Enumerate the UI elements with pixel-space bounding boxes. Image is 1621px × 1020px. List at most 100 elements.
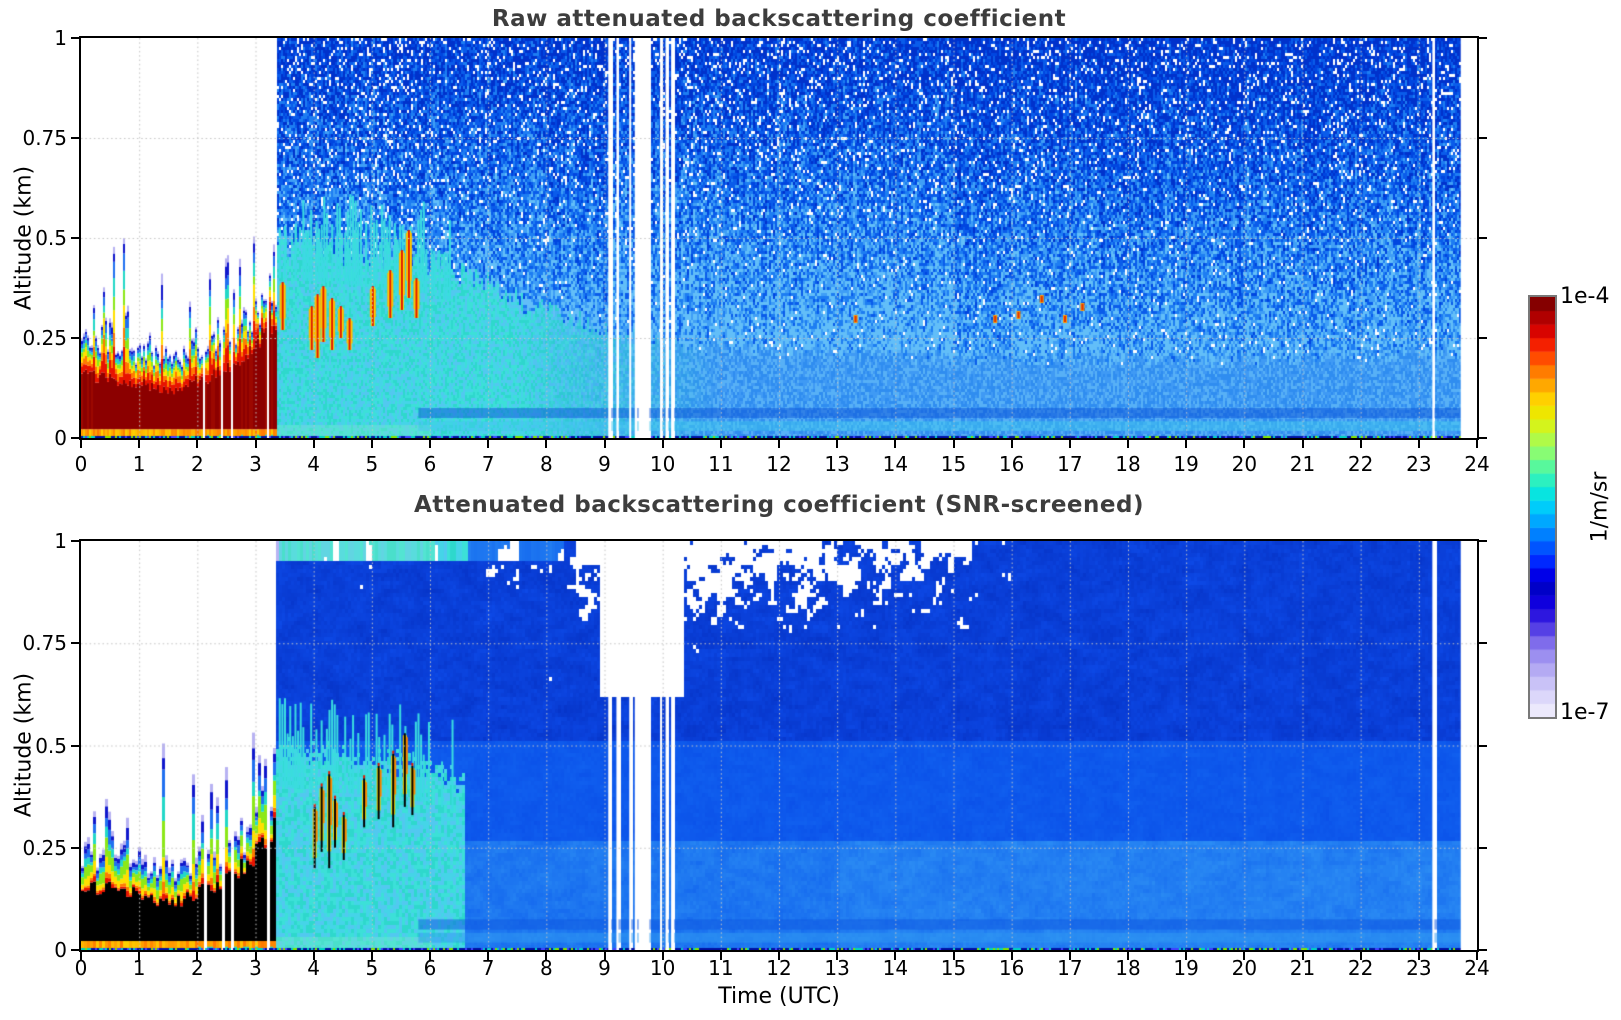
x-tick-label: 15 <box>940 452 967 476</box>
x-tick-label: 8 <box>539 452 553 476</box>
x-tick <box>1476 952 1478 960</box>
x-tick-label: 10 <box>649 956 676 980</box>
y-tick <box>71 437 79 439</box>
y-tick-label: 0.5 <box>35 733 67 758</box>
x-tick <box>196 952 199 960</box>
x-tick <box>1127 952 1129 960</box>
x-tick <box>952 440 955 448</box>
x-tick <box>1301 440 1304 448</box>
x-tick-label: 18 <box>1115 956 1141 980</box>
x-tick <box>254 440 257 448</box>
x-tick <box>370 440 373 448</box>
x-tick-label: 12 <box>766 452 792 476</box>
x-tick-label: 19 <box>1173 452 1199 476</box>
x-tick <box>196 440 199 448</box>
x-tick <box>894 440 897 448</box>
y-tick <box>1479 642 1487 645</box>
x-tick-label: 13 <box>824 956 850 980</box>
y-tick <box>1479 337 1487 339</box>
x-tick-label: 16 <box>998 956 1025 980</box>
x-tick <box>1243 440 1246 448</box>
x-tick <box>138 440 141 448</box>
colorbar-unit-label: 1/m/sr <box>1587 471 1613 543</box>
colorbar-canvas <box>1530 297 1555 717</box>
x-tick-label: 14 <box>882 452 909 476</box>
x-tick-label: 18 <box>1115 452 1141 476</box>
x-tick <box>429 952 431 960</box>
x-tick <box>1185 952 1188 960</box>
plot2-title: Attenuated backscattering coefficient (S… <box>414 492 1144 518</box>
x-tick-label: 24 <box>1464 452 1490 476</box>
x-tick <box>661 440 664 448</box>
x-tick <box>80 952 82 960</box>
x-tick <box>894 952 897 960</box>
x-tick-label: 0 <box>74 956 88 980</box>
x-tick-label: 22 <box>1347 452 1374 476</box>
x-tick-label: 17 <box>1057 452 1083 476</box>
x-tick-label: 3 <box>249 452 262 476</box>
x-tick-label: 5 <box>365 956 379 980</box>
x-tick-label: 21 <box>1289 956 1316 980</box>
x-tick-label: 23 <box>1406 452 1432 476</box>
x-tick-label: 2 <box>190 956 204 980</box>
x-tick-label: 15 <box>940 956 967 980</box>
x-tick-label: 2 <box>190 452 204 476</box>
x-tick <box>1359 440 1362 448</box>
x-tick-label: 5 <box>365 452 379 476</box>
x-tick-label: 7 <box>481 956 495 980</box>
x-tick-label: 9 <box>598 956 611 980</box>
x-tick <box>1127 440 1129 448</box>
x-tick <box>1417 952 1420 960</box>
y-tick-label: 0.5 <box>35 226 67 250</box>
plot1-title: Raw attenuated backscattering coefficien… <box>491 6 1067 32</box>
x-tick <box>138 952 141 960</box>
x-tick <box>778 952 780 960</box>
x-tick-label: 13 <box>824 452 850 476</box>
x-tick <box>1476 440 1478 448</box>
x-tick <box>80 440 82 448</box>
x-tick-label: 9 <box>598 452 611 476</box>
x-tick-label: 16 <box>998 452 1025 476</box>
x-tick-label: 14 <box>882 956 909 980</box>
colorbar-min-label: 1e-7 <box>1560 700 1610 725</box>
plot1-raw-heatmap <box>79 36 1479 440</box>
x-tick <box>1359 952 1362 960</box>
x-tick-label: 11 <box>708 956 734 980</box>
x-tick <box>836 440 839 448</box>
y-tick-label: 0.25 <box>22 835 67 860</box>
x-tick <box>1185 440 1188 448</box>
x-tick <box>370 952 373 960</box>
x-tick <box>1068 952 1071 960</box>
y-tick <box>71 237 79 239</box>
x-tick <box>1010 952 1013 960</box>
x-tick <box>836 952 839 960</box>
x-tick <box>661 952 664 960</box>
x-tick <box>603 440 606 448</box>
x-tick-label: 4 <box>307 452 321 476</box>
x-tick-label: 24 <box>1464 956 1490 980</box>
y-tick-label: 0.75 <box>22 126 67 150</box>
plot2-screened-heatmap <box>79 539 1479 952</box>
x-tick-label: 20 <box>1231 452 1258 476</box>
x-tick <box>545 440 548 448</box>
x-tick-label: 10 <box>649 452 676 476</box>
x-tick <box>719 952 722 960</box>
y-tick <box>1479 949 1487 951</box>
x-tick-label: 17 <box>1057 956 1083 980</box>
y-tick <box>1479 237 1487 239</box>
y-tick <box>1479 744 1487 747</box>
x-tick <box>719 440 722 448</box>
x-tick <box>952 952 955 960</box>
x-tick-label: 22 <box>1347 956 1374 980</box>
x-tick <box>1243 952 1246 960</box>
x-tick <box>312 440 315 448</box>
x-tick-label: 12 <box>766 956 792 980</box>
x-tick-label: 6 <box>423 956 437 980</box>
x-tick <box>603 952 606 960</box>
y-tick <box>71 337 79 339</box>
y-tick-label: 0.25 <box>22 326 67 350</box>
x-tick <box>1068 440 1071 448</box>
x-tick <box>487 440 490 448</box>
x-tick-label: 19 <box>1173 956 1199 980</box>
y-tick-label: 1 <box>54 529 67 553</box>
